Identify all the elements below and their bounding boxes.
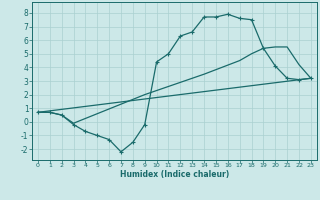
X-axis label: Humidex (Indice chaleur): Humidex (Indice chaleur) xyxy=(120,170,229,179)
